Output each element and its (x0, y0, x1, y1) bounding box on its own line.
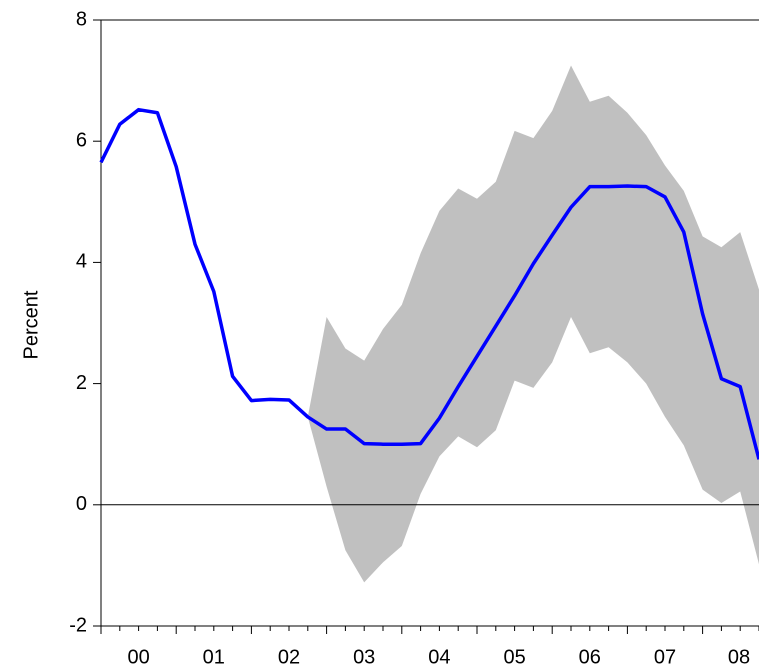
x-tick-label: 01 (203, 646, 225, 668)
y-tick-label: -2 (69, 614, 87, 636)
x-tick-label: 00 (127, 646, 149, 668)
y-tick-label: 8 (76, 8, 87, 30)
confidence-band (307, 65, 759, 583)
x-tick-label: 08 (728, 646, 750, 668)
x-tick-label: 04 (428, 646, 450, 668)
x-tick-label: 06 (579, 646, 601, 668)
y-tick-label: 0 (76, 493, 87, 515)
x-tick-label: 05 (503, 646, 525, 668)
line (99, 107, 759, 460)
y-tick-label: 4 (76, 251, 87, 273)
y-tick-label: 2 (76, 372, 87, 394)
y-axis-label: Percent (20, 290, 42, 359)
x-tick-label: 07 (654, 646, 676, 668)
x-tick-label: 02 (278, 646, 300, 668)
y-tick-label: 6 (76, 129, 87, 151)
x-tick-label: 03 (353, 646, 375, 668)
